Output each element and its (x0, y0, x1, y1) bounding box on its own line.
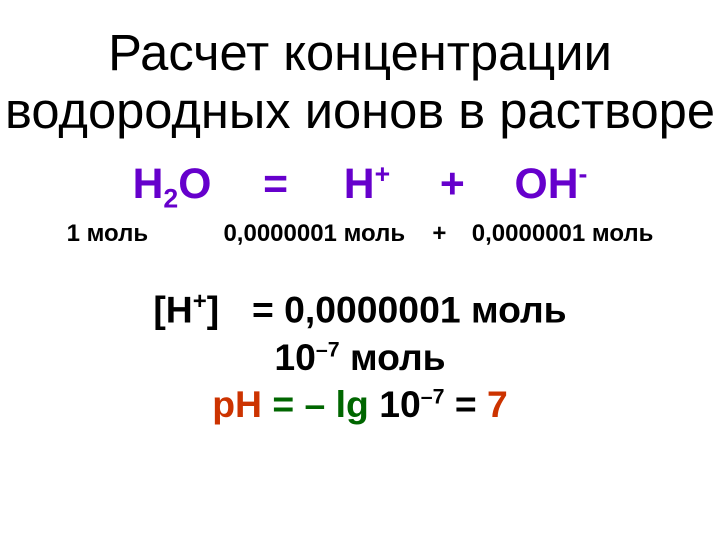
title-line-2: водородных ионов в растворе (0, 82, 720, 140)
moles-mid: 0,0000001 моль (223, 220, 405, 247)
slide: { "title": { "line1": "Расчет концентрац… (0, 0, 720, 540)
oh-minus: OH- (515, 159, 588, 209)
h-plus: H+ (344, 159, 390, 209)
scientific-notation-line: 10–7 моль (0, 336, 720, 379)
ph-label: рН (212, 383, 272, 425)
moles-right: 0,0000001 моль (472, 220, 654, 247)
slide-title: Расчет концентрации водородных ионов в р… (0, 24, 720, 141)
ph-value: 7 (487, 383, 508, 425)
plus-sign: + (440, 160, 465, 209)
moles-left: 1 моль (67, 220, 149, 247)
ten-power: 10–7 (379, 383, 444, 425)
h2o: H2O (133, 160, 212, 215)
dissociation-equation: H2O = H+ + OH- (0, 159, 720, 215)
title-line-1: Расчет концентрации (0, 24, 720, 82)
eq-minus-lg: = – lg (272, 383, 368, 425)
moles-plus: + (432, 220, 446, 247)
mole-amounts-line: 1 моль 0,0000001 моль + 0,0000001 моль (0, 220, 720, 248)
h-concentration-line: [H+] = 0,0000001 моль (0, 288, 720, 331)
equals-sign: = (263, 160, 288, 209)
ph-equation-line: рН = – lg 10–7 = 7 (0, 383, 720, 426)
